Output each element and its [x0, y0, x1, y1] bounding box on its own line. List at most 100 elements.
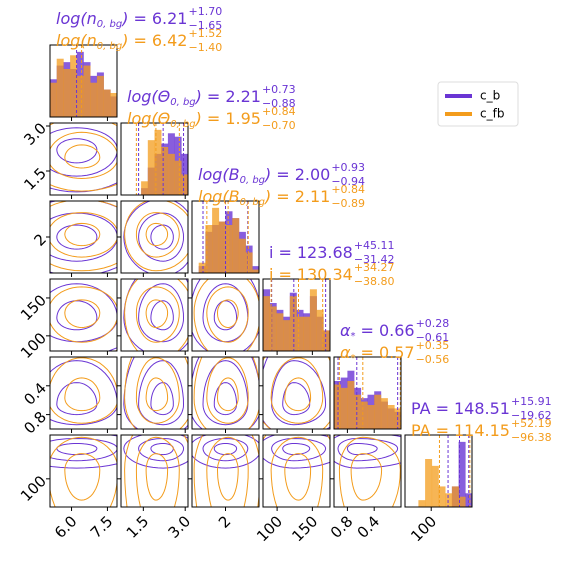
contour — [284, 453, 312, 501]
contour — [202, 283, 249, 343]
panel: 2 — [188, 434, 260, 532]
plus-label: +15.91 — [511, 395, 552, 408]
contour — [50, 212, 117, 258]
histogram-bar — [76, 75, 84, 117]
contour — [193, 279, 259, 351]
histogram-bar — [96, 75, 104, 117]
histogram-bar — [212, 207, 220, 273]
separator: = — [133, 9, 146, 28]
contour — [138, 283, 185, 343]
histogram-bar — [161, 147, 169, 195]
histogram-bar — [174, 160, 182, 195]
histogram-bar — [245, 252, 253, 273]
param-label: α — [340, 343, 351, 362]
panel-plot — [50, 357, 117, 426]
minus-label: −31.42 — [354, 253, 395, 266]
legend-label: c_b — [480, 89, 500, 103]
histogram-bar — [431, 465, 439, 507]
panel-frame — [333, 356, 402, 430]
histogram-bar — [316, 309, 324, 351]
y-tick-label: 2 — [31, 230, 50, 249]
histogram-bar — [167, 153, 175, 195]
histogram-bar — [198, 262, 206, 273]
histogram-bar — [218, 221, 226, 273]
contour — [150, 443, 174, 456]
minus-label: −0.61 — [416, 331, 450, 344]
plus-label: +45.11 — [354, 239, 395, 252]
param-label: PA — [411, 399, 431, 418]
histogram-bar — [458, 441, 466, 507]
separator: = — [207, 109, 220, 128]
median-label: 6.21 — [152, 9, 188, 28]
panel — [117, 200, 189, 277]
histogram-bar — [360, 401, 368, 429]
histogram-bar — [387, 405, 395, 429]
x-tick-label: 1.5 — [123, 512, 153, 542]
panel-plot — [123, 201, 188, 273]
x-tick-label: 3.0 — [165, 512, 195, 542]
contour — [50, 286, 117, 343]
panel-plot — [198, 201, 259, 273]
separator: = — [133, 31, 146, 50]
contour — [150, 382, 174, 416]
panel-plot — [50, 201, 117, 273]
contour — [124, 201, 188, 272]
separator: = — [207, 87, 220, 106]
contour — [282, 382, 311, 416]
panel — [333, 356, 402, 433]
histogram-bar — [451, 486, 459, 507]
contour — [50, 131, 117, 180]
panel — [117, 356, 189, 433]
contour — [334, 435, 336, 438]
histogram-bar — [263, 296, 270, 351]
minus-label: −0.89 — [331, 197, 365, 210]
histogram-bar — [141, 181, 149, 195]
panel-plot — [50, 123, 117, 193]
contour — [50, 360, 117, 426]
panel-frame — [191, 356, 260, 430]
panel: 1.5 3.0 — [20, 119, 118, 199]
minus-label: −1.40 — [188, 41, 222, 54]
contour — [193, 435, 259, 507]
panel-plot — [418, 435, 472, 507]
y-tick-label: 100 — [17, 472, 50, 505]
panel — [259, 356, 331, 433]
panel: 2 — [31, 200, 118, 277]
contour — [135, 357, 180, 424]
contour — [145, 222, 169, 247]
panel-frame — [49, 278, 118, 352]
contour — [56, 138, 98, 164]
plus-label: +0.35 — [416, 339, 450, 352]
plus-label: +34.27 — [354, 261, 395, 274]
panel — [188, 356, 260, 433]
param-label: i — [269, 243, 273, 262]
minus-label: −19.62 — [511, 409, 552, 422]
histogram-bar — [458, 496, 466, 507]
contour — [206, 286, 249, 343]
contour — [271, 437, 327, 462]
contour — [263, 435, 330, 441]
param-title: log(Θ0, bg) = 2.21 — [127, 87, 261, 109]
histogram-bar — [63, 69, 71, 117]
contour — [28, 418, 140, 567]
contour — [193, 357, 259, 429]
y-tick-label: 150 — [17, 291, 50, 324]
histogram-bar — [252, 266, 259, 273]
param-label: PA — [411, 421, 431, 440]
panel-plot — [263, 279, 330, 351]
param-label-sub: 0, bg — [97, 41, 122, 52]
contour — [202, 437, 249, 462]
separator: = — [278, 243, 291, 262]
contour — [138, 212, 185, 262]
contour — [213, 382, 238, 416]
panel-frame — [120, 356, 189, 430]
separator: = — [276, 187, 289, 206]
median-label: 130.34 — [297, 265, 353, 284]
x-tick-label: 0.4 — [354, 512, 384, 542]
param-label-sub: 0, bg — [170, 119, 195, 130]
histogram-bar — [380, 398, 388, 429]
minus-label: −0.94 — [331, 175, 365, 188]
histogram-bar — [50, 82, 57, 117]
histogram-bar — [110, 93, 117, 117]
